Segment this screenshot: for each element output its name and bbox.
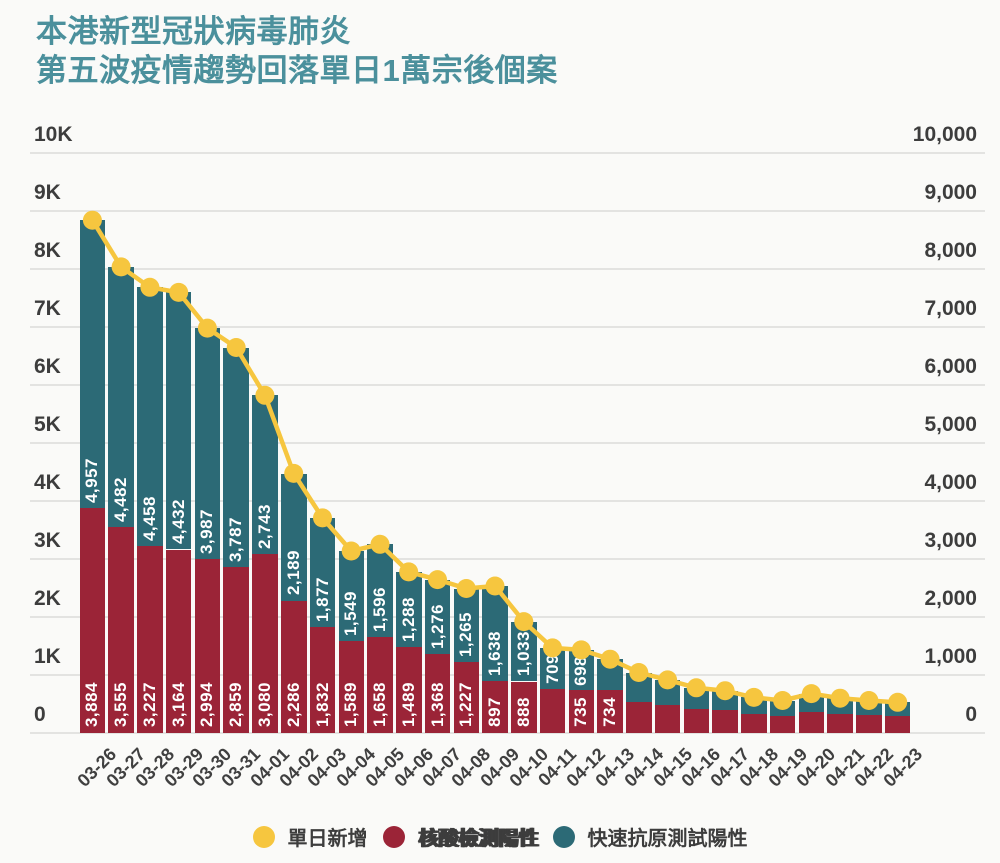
y-axis-left-tick: 10K: [34, 123, 73, 146]
bar-value-label-pcr: 734: [600, 697, 620, 727]
bar-segment-rat: [683, 687, 710, 709]
bar-segment-pcr: [712, 710, 738, 733]
bar-value-label-rat: 1,033: [513, 631, 533, 677]
daily-new-dot-icon: [252, 825, 275, 848]
bar-value-label-rat: 2,743: [254, 504, 274, 550]
bar-value-label-rat: 1,265: [456, 611, 476, 657]
y-axis-right-tick: 3,000: [924, 529, 977, 552]
y-axis-left-tick: 6K: [34, 355, 61, 378]
bar-segment-pcr: [741, 713, 767, 733]
rat-positive-dot-icon: [552, 825, 575, 848]
bar-segment-pcr: [683, 708, 710, 733]
y-axis-left-tick: 8K: [34, 239, 61, 262]
bar-value-label-rat: 1,638: [485, 630, 504, 676]
bar-segment-pcr: [654, 705, 681, 733]
y-axis-right-tick: 9,000: [924, 181, 977, 204]
bar-segment-rat: [712, 690, 738, 711]
bar-value-label-pcr: 3,884: [82, 681, 102, 727]
bar-segment-rat: [626, 672, 652, 703]
bar-value-label-pcr: 3,164: [168, 681, 188, 727]
bar-value-label-rat: 3,987: [197, 509, 217, 555]
bar-value-label-pcr: 1,589: [341, 681, 361, 727]
bar-value-label-pcr: 2,859: [226, 681, 246, 727]
bar-value-label-pcr: 1,368: [427, 681, 447, 727]
bar-segment-pcr: [539, 689, 566, 733]
y-axis-right-tick: 4,000: [924, 471, 977, 494]
y-axis-left-tick: 2K: [34, 587, 61, 610]
bar-segment-pcr: [827, 713, 853, 733]
bar-value-label-rat: 1,877: [312, 576, 332, 622]
bar-value-label-rat: 1,549: [341, 590, 361, 636]
legend-item-daily-new: 單日新增: [252, 822, 368, 851]
bar-segment-pcr: [884, 715, 911, 733]
bar-value-label-rat: 4,432: [168, 499, 188, 545]
bar-value-label-pcr: 1,489: [398, 681, 418, 727]
y-axis-left-tick: 0: [34, 703, 46, 726]
y-axis-right-tick: 1,000: [924, 645, 977, 668]
bar-segment-pcr: [798, 711, 825, 733]
title-line-1: 本港新型冠狀病毒肺炎: [36, 14, 351, 49]
gridline: [30, 268, 985, 270]
bar-segment-pcr: [769, 715, 796, 733]
bar-segment-pcr: [626, 702, 652, 733]
bar-value-label-rat: 4,957: [82, 457, 102, 503]
bar-segment-rat: [597, 659, 623, 691]
bar-value-label-pcr: 2,994: [197, 681, 217, 727]
y-axis-right-tick: 7,000: [924, 297, 977, 320]
bar-value-label-rat: 1,596: [370, 586, 389, 632]
bar-value-label-pcr: 1,227: [456, 681, 476, 727]
y-axis-left-tick: 1K: [34, 645, 61, 668]
bar-value-label-rat: 1,288: [398, 596, 418, 642]
bar-segment-rat: [741, 697, 767, 714]
y-axis-right-tick: 10,000: [912, 123, 977, 146]
y-axis-left-tick: 7K: [34, 297, 61, 320]
bar-value-label-rat: 698: [571, 655, 591, 686]
bar-value-label-pcr: 2,286: [283, 681, 303, 727]
bar-value-label-rat: 2,189: [283, 550, 303, 596]
pcr-positive-dot-icon: [382, 825, 405, 848]
bar-segment-pcr: [856, 715, 882, 733]
bar-value-label-pcr: 897: [485, 697, 504, 727]
bar-value-label-pcr: 3,227: [139, 681, 159, 727]
legend-label-daily-new: 單日新增: [287, 828, 368, 850]
title-line-2: 第五波疫情趨勢回落單日1萬宗後個案: [36, 53, 558, 88]
y-axis-left-tick: 9K: [34, 181, 61, 204]
gridline: [30, 210, 985, 212]
gridline: [30, 732, 985, 734]
legend-label-rat-positive: 快速抗原測試陽性: [587, 828, 748, 850]
bar-value-label-pcr: 1,658: [370, 681, 389, 727]
bar-value-label-pcr: 3,080: [254, 681, 274, 727]
y-axis-left-tick: 3K: [34, 529, 61, 552]
y-axis-right-tick: 5,000: [924, 413, 977, 436]
bar-value-label-pcr: 3,555: [111, 681, 131, 727]
legend-item-pcr-positive: 核酸檢測陽性: [382, 822, 538, 851]
y-axis-left-tick: 5K: [34, 413, 61, 436]
bar-value-label-rat: 3,787: [226, 517, 246, 563]
y-axis-right-tick: 2,000: [924, 587, 977, 610]
legend-label-pcr-positive: 核酸檢測陽性: [417, 828, 538, 850]
page-title: 本港新型冠狀病毒肺炎 第五波疫情趨勢回落單日1萬宗後個案: [36, 12, 558, 90]
y-axis-left-tick: 4K: [34, 471, 61, 494]
bar-segment-rat: [798, 693, 825, 712]
bar-value-label-rat: 4,482: [111, 476, 131, 522]
bar-value-label-rat: 709: [542, 654, 562, 684]
legend: 單日新增 核酸檢測陽性 快速抗原測試陽性: [0, 822, 1000, 851]
y-axis-right-tick: 0: [965, 703, 977, 726]
bar-segment-rat: [856, 700, 882, 715]
y-axis-right-tick: 8,000: [924, 239, 977, 262]
bar-segment-rat: [654, 679, 681, 706]
bar-value-label-pcr: 1,832: [312, 681, 332, 727]
gridline: [30, 152, 985, 154]
bar-segment-rat: [769, 700, 796, 716]
legend-item-rat-positive: 快速抗原測試陽性: [552, 822, 748, 851]
bar-value-label-rat: 4,458: [139, 495, 159, 541]
bar-segment-rat: [884, 702, 911, 716]
y-axis-right-tick: 6,000: [924, 355, 977, 378]
bar-value-label-pcr: 888: [513, 697, 533, 727]
bar-value-label-rat: 1,276: [427, 603, 447, 649]
bar-value-label-pcr: 735: [571, 697, 591, 727]
bar-segment-rat: [827, 698, 853, 714]
